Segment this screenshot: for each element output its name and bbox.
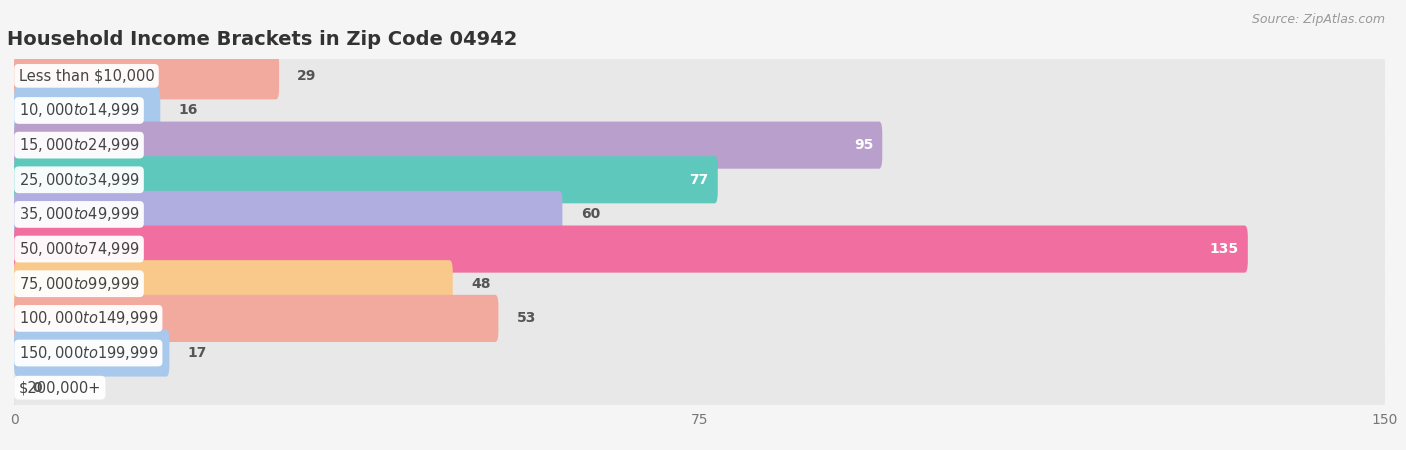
FancyBboxPatch shape [14, 225, 1385, 273]
Text: $100,000 to $149,999: $100,000 to $149,999 [18, 310, 157, 328]
FancyBboxPatch shape [14, 295, 1385, 342]
Text: 135: 135 [1209, 242, 1239, 256]
FancyBboxPatch shape [14, 122, 1385, 169]
Text: $200,000+: $200,000+ [18, 380, 101, 395]
FancyBboxPatch shape [14, 156, 1385, 203]
Text: $50,000 to $74,999: $50,000 to $74,999 [18, 240, 139, 258]
FancyBboxPatch shape [14, 191, 1385, 238]
FancyBboxPatch shape [14, 260, 453, 307]
FancyBboxPatch shape [14, 191, 562, 238]
FancyBboxPatch shape [14, 156, 718, 203]
Text: $25,000 to $34,999: $25,000 to $34,999 [18, 171, 139, 189]
FancyBboxPatch shape [14, 364, 1385, 411]
Text: $150,000 to $199,999: $150,000 to $199,999 [18, 344, 157, 362]
Text: Source: ZipAtlas.com: Source: ZipAtlas.com [1251, 14, 1385, 27]
FancyBboxPatch shape [14, 52, 1385, 99]
FancyBboxPatch shape [14, 329, 170, 377]
FancyBboxPatch shape [14, 260, 1385, 307]
Text: $75,000 to $99,999: $75,000 to $99,999 [18, 274, 139, 293]
Text: 53: 53 [517, 311, 536, 325]
FancyBboxPatch shape [14, 329, 1385, 377]
Text: Less than $10,000: Less than $10,000 [18, 68, 155, 83]
Text: $15,000 to $24,999: $15,000 to $24,999 [18, 136, 139, 154]
Text: 16: 16 [179, 104, 198, 117]
Text: 48: 48 [471, 277, 491, 291]
Text: 95: 95 [853, 138, 873, 152]
FancyBboxPatch shape [14, 295, 499, 342]
FancyBboxPatch shape [14, 122, 883, 169]
Text: $10,000 to $14,999: $10,000 to $14,999 [18, 102, 139, 120]
Text: 29: 29 [298, 69, 316, 83]
FancyBboxPatch shape [14, 87, 160, 134]
Text: 0: 0 [32, 381, 42, 395]
Text: 60: 60 [581, 207, 600, 221]
Text: Household Income Brackets in Zip Code 04942: Household Income Brackets in Zip Code 04… [7, 30, 517, 49]
FancyBboxPatch shape [14, 225, 1249, 273]
Text: 77: 77 [689, 173, 709, 187]
Text: 17: 17 [188, 346, 207, 360]
Text: $35,000 to $49,999: $35,000 to $49,999 [18, 205, 139, 224]
FancyBboxPatch shape [14, 87, 1385, 134]
FancyBboxPatch shape [14, 52, 278, 99]
